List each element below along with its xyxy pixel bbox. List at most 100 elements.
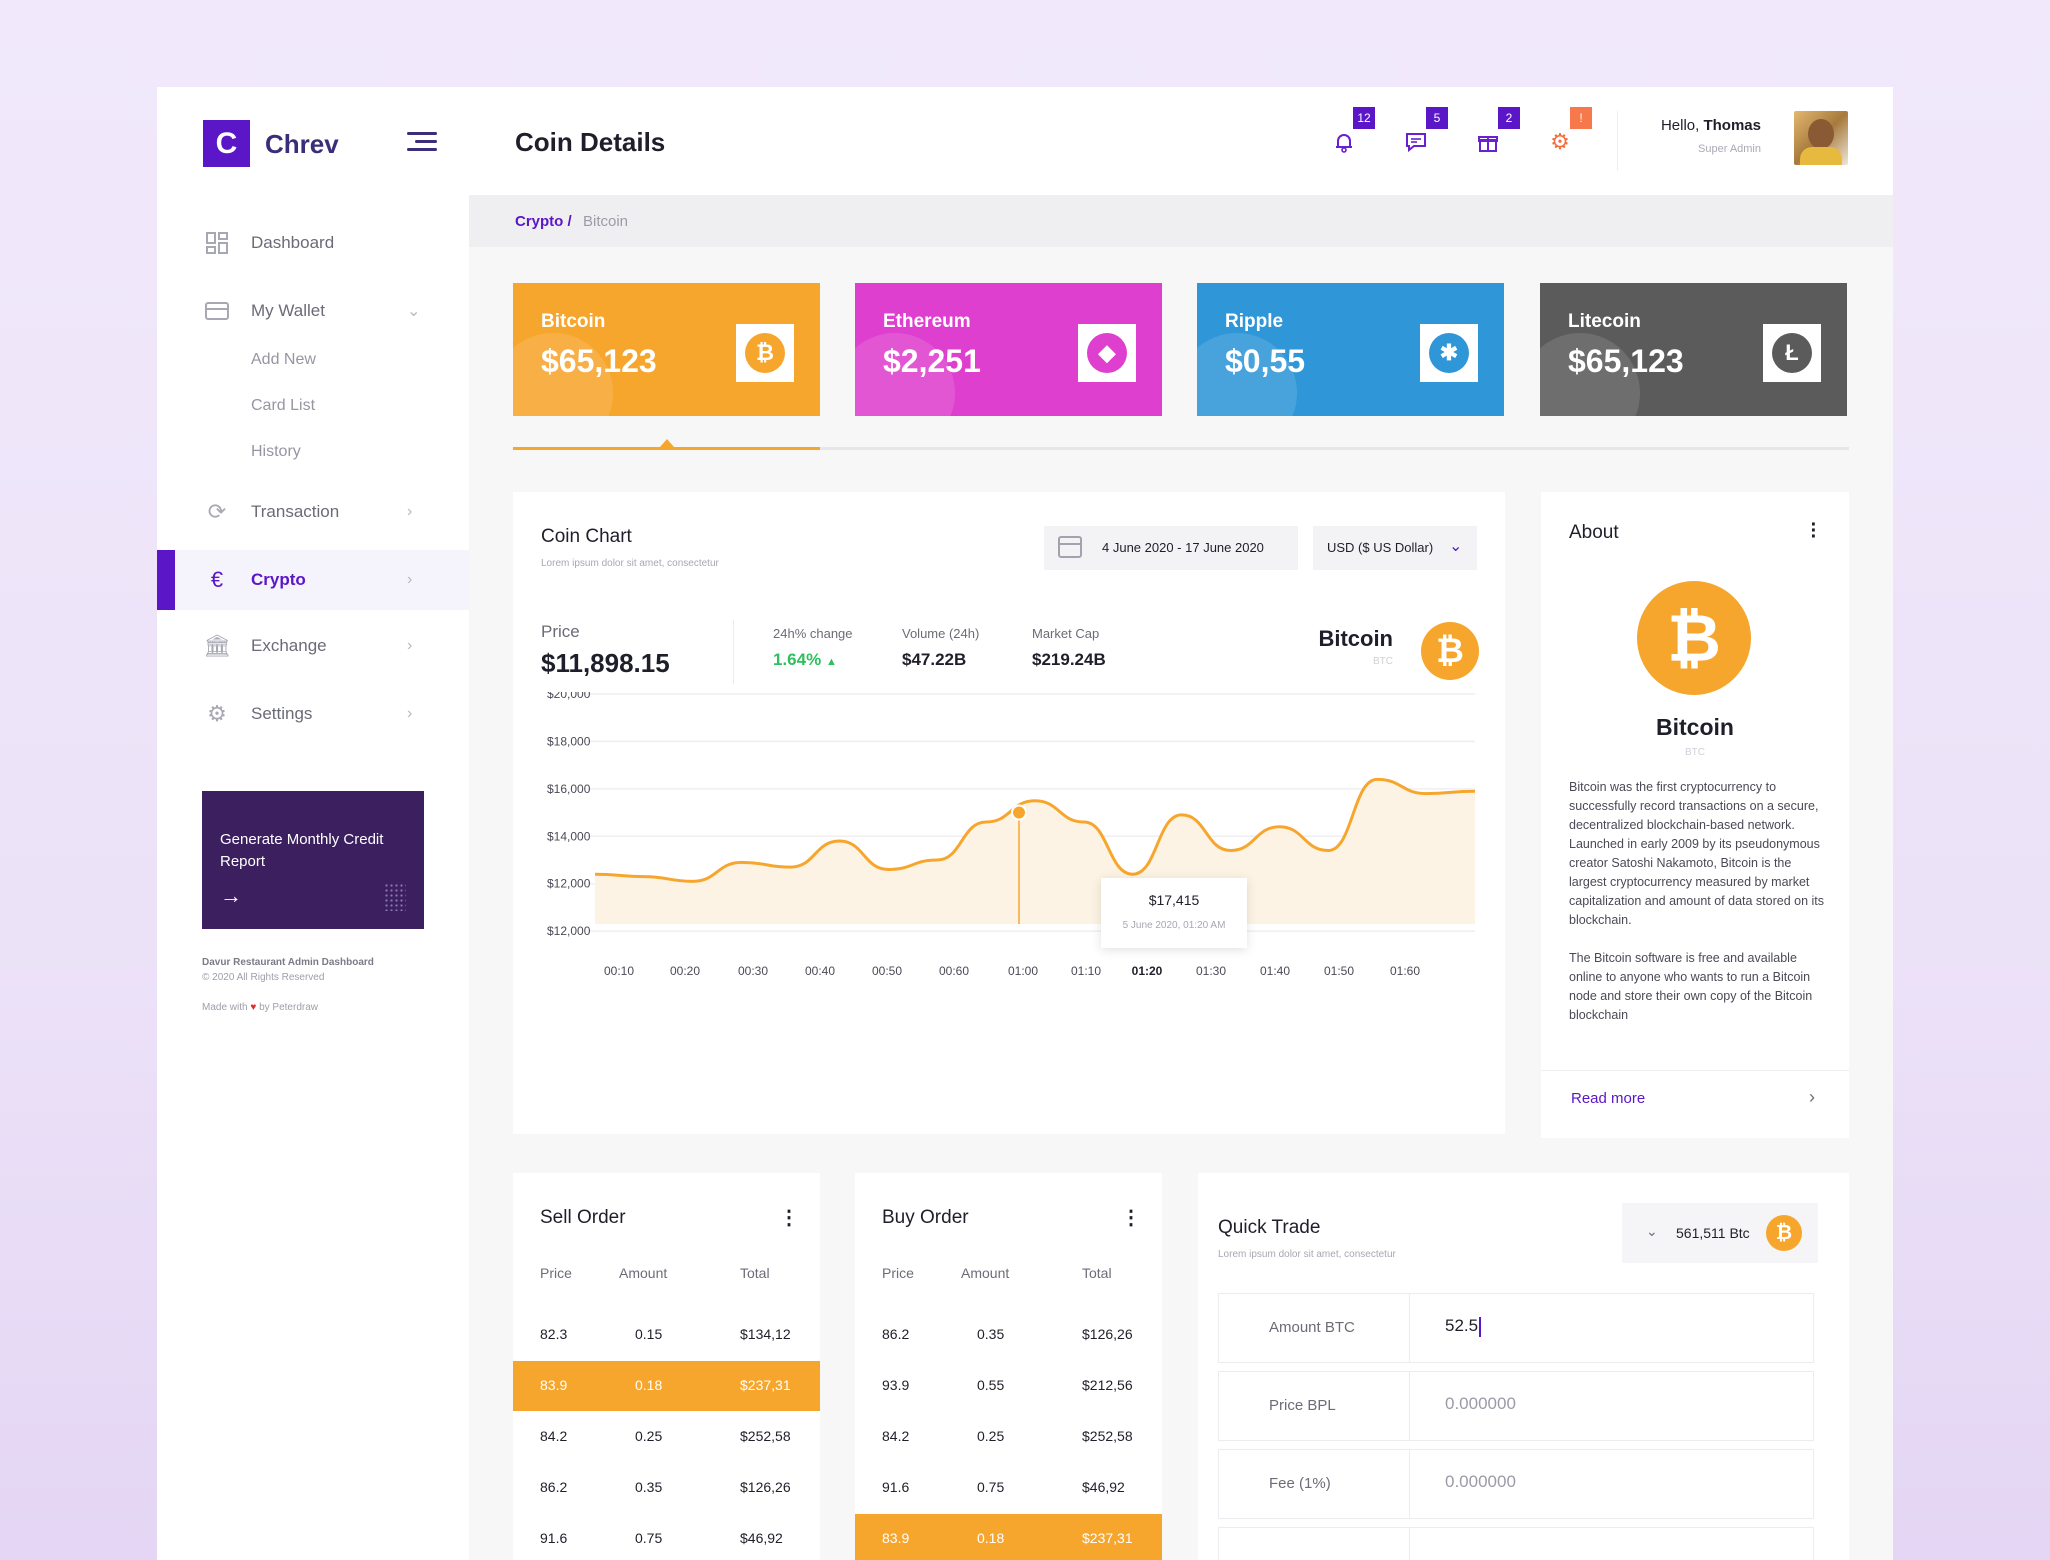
table-row[interactable]: 84.2 0.25 $252,58 bbox=[855, 1412, 1162, 1462]
cell-amount: 0.35 bbox=[977, 1326, 1005, 1342]
coin-card-bitcoin[interactable]: Bitcoin $65,123 ₿ bbox=[513, 283, 820, 416]
coin-chart-panel: Coin Chart Lorem ipsum dolor sit amet, c… bbox=[513, 492, 1505, 1134]
table-row[interactable]: 82.3 0.15 $134,12 bbox=[513, 1310, 820, 1360]
y-tick-label: $18,000 bbox=[547, 734, 591, 748]
chart-coin-ticker: BTC bbox=[1373, 656, 1393, 667]
cell-amount: 0.55 bbox=[977, 1377, 1005, 1393]
cell-amount: 0.18 bbox=[635, 1377, 663, 1393]
y-tick-label: $12,000 bbox=[547, 924, 591, 938]
sidebar-item-exchange[interactable]: 🏛 Exchange › bbox=[157, 616, 469, 676]
cell-total: $252,58 bbox=[1082, 1428, 1133, 1444]
table-row[interactable]: 91.6 0.75 $46,92 bbox=[513, 1514, 820, 1560]
gear-icon: ⚙ bbox=[207, 701, 227, 726]
chevron-right-icon[interactable]: › bbox=[1809, 1087, 1815, 1107]
market-cap-value: $219.24B bbox=[1032, 650, 1106, 669]
sidebar-item-dashboard[interactable]: Dashboard bbox=[157, 213, 469, 273]
menu-toggle-icon[interactable] bbox=[407, 132, 437, 154]
coin-name: Ripple bbox=[1225, 311, 1284, 332]
sidebar-item-crypto[interactable]: € Crypto › bbox=[157, 550, 469, 610]
sidebar-item-settings[interactable]: ⚙ Settings › bbox=[157, 684, 469, 744]
sidebar-item-label: Crypto bbox=[251, 570, 306, 589]
generate-report-card[interactable]: Generate Monthly Credit Report → bbox=[202, 791, 424, 929]
coin-balance-select[interactable]: ⌄ 561,511 Btc ₿ bbox=[1622, 1203, 1818, 1263]
amount-btc-field[interactable]: Amount BTC 52.5 bbox=[1218, 1293, 1814, 1363]
sidebar-item-label: Dashboard bbox=[251, 233, 335, 252]
cell-amount: 0.18 bbox=[977, 1530, 1005, 1546]
calendar-icon bbox=[1058, 536, 1082, 558]
wallet-icon bbox=[204, 298, 230, 324]
quick-trade-title: Quick Trade bbox=[1218, 1217, 1321, 1238]
avatar[interactable] bbox=[1794, 111, 1848, 165]
chevron-down-icon: ⌄ bbox=[1449, 538, 1463, 555]
date-range-picker[interactable]: 4 June 2020 - 17 June 2020 bbox=[1044, 526, 1298, 570]
fee-field[interactable]: Fee (1%) 0.000000 bbox=[1218, 1449, 1814, 1519]
coin-card-litecoin[interactable]: Litecoin $65,123 Ł bbox=[1540, 283, 1847, 416]
coin-price: $65,123 bbox=[541, 343, 657, 379]
coin-card-ethereum[interactable]: Ethereum $2,251 ◆ bbox=[855, 283, 1162, 416]
sidebar-subitem-add-new[interactable]: Add New bbox=[251, 351, 316, 368]
table-row[interactable]: 91.6 0.75 $46,92 bbox=[855, 1463, 1162, 1513]
settings-gear-icon[interactable]: ⚙ bbox=[1550, 129, 1570, 154]
arrow-right-icon[interactable]: → bbox=[220, 883, 242, 908]
coin-chart-subtitle: Lorem ipsum dolor sit amet, consectetur bbox=[541, 558, 719, 569]
greeting-prefix: Hello, bbox=[1660, 117, 1700, 134]
cell-amount: 0.75 bbox=[977, 1479, 1005, 1495]
message-count-badge: 5 bbox=[1426, 107, 1448, 129]
x-tick-label: 01:20 bbox=[1132, 964, 1163, 978]
sidebar-subitem-card-list[interactable]: Card List bbox=[251, 397, 316, 414]
footer-copyright: © 2020 All Rights Reserved bbox=[202, 972, 325, 983]
about-coin-ticker: BTC bbox=[1685, 747, 1705, 758]
quick-trade-panel: Quick Trade Lorem ipsum dolor sit amet, … bbox=[1198, 1173, 1849, 1560]
sidebar-item-transaction[interactable]: ⟳ Transaction › bbox=[157, 482, 469, 542]
chat-icon[interactable] bbox=[1401, 127, 1431, 157]
table-row[interactable]: 83.9 0.18 $237,31 bbox=[513, 1361, 820, 1411]
cell-total: $212,56 bbox=[1082, 1377, 1133, 1393]
read-more-link[interactable]: Read more bbox=[1571, 1090, 1646, 1107]
more-vertical-icon[interactable]: · · · bbox=[1810, 514, 1818, 548]
gift-count-badge: 2 bbox=[1498, 107, 1520, 129]
user-name: Thomas bbox=[1703, 117, 1761, 134]
sidebar-subitem-history[interactable]: History bbox=[251, 443, 301, 460]
table-row[interactable]: 83.9 0.18 $237,31 bbox=[855, 1514, 1162, 1560]
x-tick-label: 00:50 bbox=[872, 964, 902, 978]
arrow-up-icon: ▲ bbox=[825, 656, 837, 668]
cell-price: 93.9 bbox=[882, 1377, 910, 1393]
currency-select[interactable]: USD ($ US Dollar) ⌄ bbox=[1313, 526, 1477, 570]
coin-chart-title: Coin Chart bbox=[541, 526, 632, 547]
breadcrumb-parent[interactable]: Crypto / bbox=[515, 213, 572, 230]
buy-order-panel: Buy Order ⋮ Price Amount Total 86.2 0.35 $… bbox=[855, 1173, 1162, 1560]
gift-icon[interactable] bbox=[1473, 127, 1503, 157]
chevron-right-icon: › bbox=[407, 637, 413, 654]
table-row[interactable]: 84.2 0.25 $252,58 bbox=[513, 1412, 820, 1462]
header-divider bbox=[1617, 111, 1618, 171]
buy-order-title: Buy Order bbox=[882, 1207, 969, 1228]
cell-price: 86.2 bbox=[882, 1326, 910, 1342]
bank-icon: 🏛 bbox=[203, 633, 231, 658]
bell-icon[interactable] bbox=[1329, 127, 1359, 157]
column-header-price: Price bbox=[882, 1265, 914, 1281]
table-row[interactable]: 86.2 0.35 $126,26 bbox=[855, 1310, 1162, 1360]
x-tick-label: 00:40 bbox=[805, 964, 835, 978]
cell-price: 84.2 bbox=[540, 1428, 568, 1444]
breadcrumb: Crypto / Bitcoin bbox=[469, 195, 1893, 247]
column-header-amount: Amount bbox=[619, 1265, 668, 1281]
about-coin-name: Bitcoin bbox=[1656, 714, 1734, 740]
amount-btc-input[interactable]: 52.5 bbox=[1445, 1316, 1482, 1337]
cell-price: 91.6 bbox=[540, 1530, 568, 1546]
y-tick-label: $12,000 bbox=[547, 877, 591, 891]
more-vertical-icon[interactable]: ⋮ bbox=[1121, 1207, 1141, 1229]
fee-input[interactable]: 0.000000 bbox=[1445, 1472, 1516, 1491]
price-bpl-field[interactable]: Price BPL 0.000000 bbox=[1218, 1371, 1814, 1441]
table-row[interactable]: 93.9 0.55 $212,56 bbox=[855, 1361, 1162, 1411]
coin-price: $2,251 bbox=[883, 343, 981, 379]
logo-icon: C bbox=[203, 120, 250, 167]
more-vertical-icon[interactable]: ⋮ bbox=[779, 1207, 799, 1229]
table-row[interactable]: 86.2 0.35 $126,26 bbox=[513, 1463, 820, 1513]
coin-card-ripple[interactable]: Ripple $0,55 ✱ bbox=[1197, 283, 1504, 416]
coin-name: Litecoin bbox=[1568, 311, 1641, 332]
coin-price: $65,123 bbox=[1568, 343, 1684, 379]
cell-total: $237,31 bbox=[740, 1377, 791, 1393]
sidebar-item-my-wallet[interactable]: My Wallet ⌄ bbox=[157, 281, 469, 341]
price-bpl-input[interactable]: 0.000000 bbox=[1445, 1394, 1516, 1413]
extra-field[interactable] bbox=[1218, 1527, 1814, 1560]
